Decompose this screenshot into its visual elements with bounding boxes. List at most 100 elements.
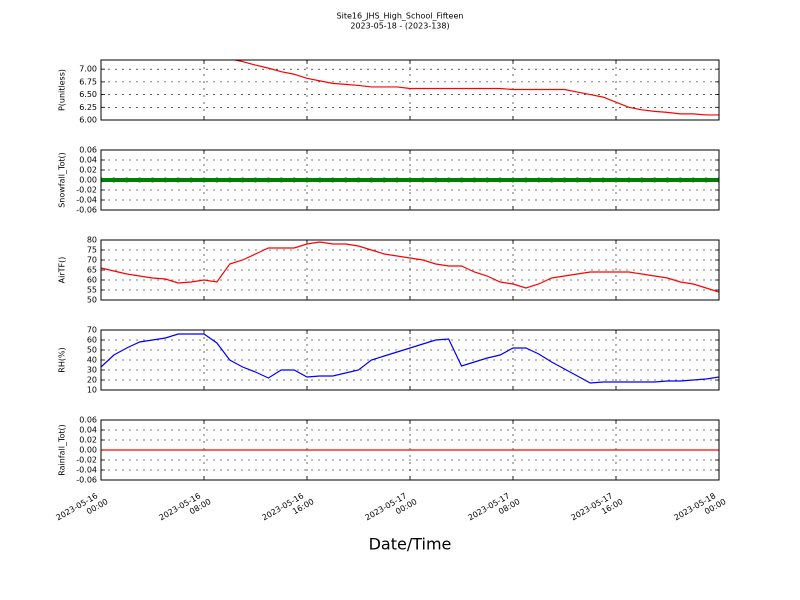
data-point [549,177,555,183]
data-point [703,177,709,183]
data-point [459,177,464,183]
y-tick-label: 6.25 [79,103,97,112]
plot-area [101,241,719,293]
data-point [420,177,426,183]
data-point [677,177,683,183]
y-axis-label: AirTF() [58,257,67,284]
data-point [716,177,719,183]
data-point [201,177,207,183]
y-tick-label: 0.06 [79,146,97,155]
data-point [111,177,117,183]
data-point [690,177,696,183]
data-point [150,177,155,183]
y-tick-label: -0.06 [76,476,97,485]
data-point [381,177,387,183]
y-axis-label: Snowfall_Tot() [58,152,67,208]
data-point [291,177,297,183]
data-point [356,177,361,183]
y-tick-label: -0.06 [76,206,97,215]
y-tick-label: 0.04 [79,426,97,435]
y-tick-label: 0.02 [79,436,97,445]
data-point [446,177,452,183]
data-point [101,177,104,183]
data-point [343,177,349,183]
axes-frame [100,239,720,301]
data-point [407,177,413,183]
data-point [162,177,168,183]
y-tick-label: 50 [87,346,97,355]
data-line [231,60,719,116]
data-point [536,177,542,183]
data-point [188,177,194,183]
data-point [304,177,310,183]
y-tick-label: 40 [87,356,97,365]
data-point [253,177,258,183]
y-tick-label: 0.06 [79,416,97,425]
data-point [214,177,220,183]
data-point [562,177,567,183]
y-tick-label: 0.02 [79,166,97,175]
plot-area [231,60,719,116]
y-tick-label: 6.50 [79,90,97,99]
y-tick-label: 60 [87,336,97,345]
data-point [240,177,246,183]
data-point [317,177,323,183]
figure-title: Site16_JHS_High_School_Fifteen [337,12,464,21]
y-tick-label: 55 [87,286,97,295]
y-tick-label: 65 [87,266,97,275]
data-line [101,241,719,293]
data-point [652,177,658,183]
y-tick-label: 70 [87,326,97,335]
y-axis-label: P(unitless) [58,69,67,111]
data-point [510,177,516,183]
data-point [639,177,645,183]
y-tick-label: 7.00 [79,65,97,74]
data-point [330,177,336,183]
data-point [523,177,529,183]
y-tick-label: 30 [87,366,97,375]
data-point [600,177,606,183]
data-point [368,177,374,183]
y-tick-label: 10 [87,386,97,395]
plot-area [101,177,719,183]
data-point [626,177,632,183]
y-tick-label: 50 [87,296,97,305]
y-axis-label: Rainfall_Tot() [58,424,67,476]
y-tick-label: -0.02 [76,456,97,465]
y-tick-label: 70 [87,256,97,265]
y-tick-label: -0.04 [76,466,97,475]
axes-frame [100,419,720,481]
data-point [265,177,271,183]
data-line [101,333,719,384]
y-tick-label: -0.02 [76,186,97,195]
data-point [497,177,503,183]
data-point [227,177,233,183]
data-point [394,177,400,183]
data-point [587,177,593,183]
y-axis-label: RH(%) [58,347,67,372]
y-tick-label: 20 [87,376,97,385]
y-tick-label: 6.75 [79,77,97,86]
y-tick-label: 60 [87,276,97,285]
data-point [175,177,181,183]
y-tick-label: 0.00 [79,176,97,185]
data-point [124,177,130,183]
data-point [665,177,670,183]
y-tick-label: -0.04 [76,196,97,205]
axes-frame [100,329,720,391]
y-tick-label: 6.00 [79,116,97,125]
data-point [471,177,477,183]
y-tick-label: 0.00 [79,446,97,455]
y-tick-label: 80 [87,236,97,245]
data-point [433,177,439,183]
y-tick-label: 0.04 [79,156,97,165]
y-tick-label: 75 [87,246,97,255]
data-point [137,177,143,183]
x-axis-label: Date/Time [369,535,452,554]
axes-frame [100,149,720,211]
plot-area [101,333,719,384]
figure-subtitle: 2023-05-18 - (2023-138) [350,22,449,31]
data-point [574,177,580,183]
data-point [484,177,490,183]
